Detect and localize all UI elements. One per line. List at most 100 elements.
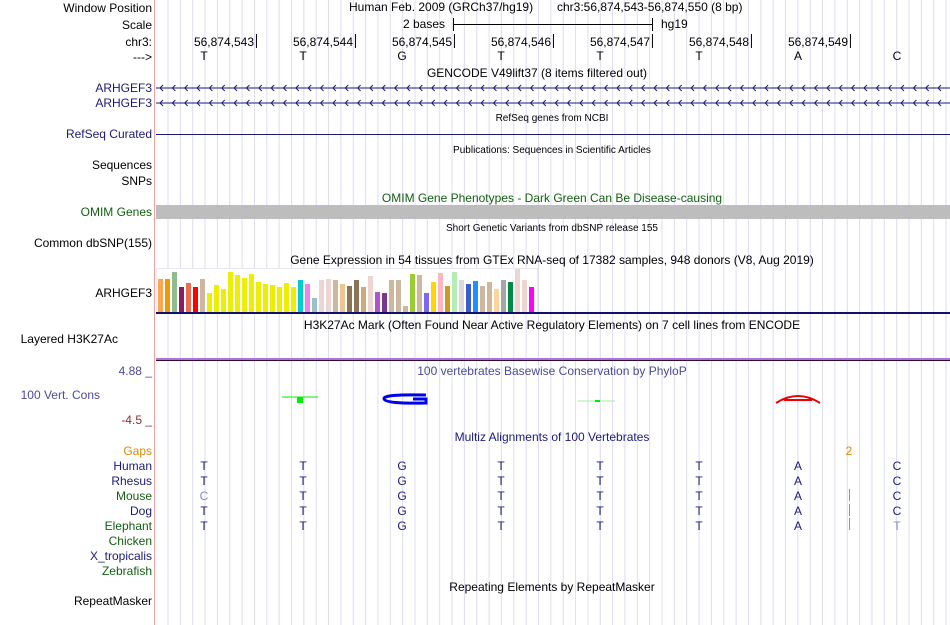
gtex-tissue-bar[interactable]: [284, 283, 290, 313]
omim-label[interactable]: OMIM Genes: [80, 205, 152, 219]
omim-gene-bar[interactable]: [156, 205, 950, 219]
multiz-species-label[interactable]: Human: [113, 459, 152, 473]
gtex-tissue-bar[interactable]: [410, 274, 416, 313]
repeatmasker-label[interactable]: RepeatMasker: [73, 594, 152, 608]
gtex-tissue-bar[interactable]: [529, 287, 535, 313]
strand-chevron-left-icon: [270, 99, 275, 107]
phylop-label[interactable]: 100 Vert. Cons: [20, 388, 100, 402]
gtex-tissue-bar[interactable]: [473, 281, 479, 313]
gtex-tissue-bar[interactable]: [312, 298, 318, 313]
gtex-tissue-bar[interactable]: [375, 292, 381, 313]
strand-chevron-left-icon: [603, 99, 608, 107]
refseq-track-title[interactable]: RefSeq genes from NCBI: [495, 113, 609, 124]
gtex-tissue-bar[interactable]: [396, 280, 402, 313]
gtex-tissue-bar[interactable]: [522, 280, 528, 313]
publications-track-title[interactable]: Publications: Sequences in Scientific Ar…: [453, 145, 651, 156]
strand-chevron-left-icon: [307, 84, 312, 92]
gtex-tissue-bar[interactable]: [480, 286, 486, 313]
gtex-tissue-bar[interactable]: [438, 273, 444, 313]
multiz-species-label[interactable]: Mouse: [115, 489, 152, 503]
gtex-tissue-bar[interactable]: [249, 274, 255, 313]
gtex-tissue-bar[interactable]: [277, 287, 283, 313]
gtex-tissue-bar[interactable]: [256, 282, 262, 313]
publications-label-snps[interactable]: SNPs: [121, 174, 152, 188]
gtex-tissue-bar[interactable]: [298, 280, 304, 313]
gtex-tissue-bar[interactable]: [326, 279, 332, 313]
multiz-species-label[interactable]: X_tropicalis: [89, 549, 152, 563]
gtex-tissue-bar[interactable]: [165, 279, 171, 313]
h3k27ac-label[interactable]: Layered H3K27Ac: [20, 332, 118, 346]
gtex-tissue-bar[interactable]: [361, 287, 367, 313]
gtex-tissue-bar[interactable]: [417, 275, 423, 313]
h3k27ac-track-title[interactable]: H3K27Ac Mark (Often Found Near Active Re…: [303, 318, 801, 332]
gtex-tissue-bar[interactable]: [501, 280, 507, 313]
multiz-aligned-base: T: [200, 519, 208, 533]
repeatmasker-track-title[interactable]: Repeating Elements by RepeatMasker: [449, 580, 655, 594]
gtex-tissue-bar[interactable]: [431, 282, 437, 313]
multiz-species-label[interactable]: Zebrafish: [101, 564, 152, 578]
chrom-label: chr3:: [125, 35, 152, 49]
gtex-tissue-bar[interactable]: [214, 285, 220, 313]
refseq-label[interactable]: RefSeq Curated: [65, 127, 152, 141]
refseq-gene-line[interactable]: [156, 134, 950, 135]
multiz-track-title[interactable]: Multiz Alignments of 100 Vertebrates: [454, 430, 650, 444]
multiz-species-label[interactable]: Elephant: [104, 519, 152, 533]
gtex-tissue-bar[interactable]: [228, 272, 234, 313]
gtex-tissue-bar[interactable]: [270, 285, 276, 313]
gtex-bar-chart[interactable]: [156, 268, 538, 313]
gtex-tissue-bar[interactable]: [291, 287, 297, 313]
gtex-tissue-bar[interactable]: [340, 284, 346, 313]
strand-chevron-left-icon: [591, 99, 596, 107]
gtex-tissue-bar[interactable]: [452, 272, 458, 313]
strand-chevron-left-icon: [579, 84, 584, 92]
gencode-gene-arrow-2[interactable]: [156, 98, 950, 108]
gtex-tissue-bar[interactable]: [319, 280, 325, 313]
gtex-tissue-bar[interactable]: [235, 275, 241, 313]
gencode-track-title[interactable]: GENCODE V49lift37 (8 items filtered out): [426, 66, 648, 80]
gtex-tissue-bar[interactable]: [242, 278, 248, 313]
strand-chevron-left-icon: [677, 99, 683, 107]
gencode-item-label[interactable]: ARHGEF3: [95, 81, 152, 95]
gtex-tissue-bar[interactable]: [172, 272, 178, 313]
gtex-track-title[interactable]: Gene Expression in 54 tissues from GTEx …: [290, 253, 814, 267]
gtex-tissue-bar[interactable]: [466, 284, 472, 313]
publications-label-sequences[interactable]: Sequences: [91, 158, 152, 172]
position-readout[interactable]: chr3:56,874,543-56,874,550 (8 bp): [557, 0, 743, 14]
gtex-tissue-bar[interactable]: [305, 284, 311, 313]
gtex-tissue-bar[interactable]: [403, 306, 409, 313]
gtex-tissue-bar[interactable]: [445, 286, 451, 313]
dbsnp-track-title[interactable]: Short Genetic Variants from dbSNP releas…: [446, 223, 658, 234]
omim-track-title[interactable]: OMIM Gene Phenotypes - Dark Green Can Be…: [381, 191, 723, 205]
gtex-tissue-bar[interactable]: [347, 286, 353, 313]
gtex-tissue-bar[interactable]: [368, 276, 374, 313]
multiz-species-label[interactable]: Rhesus: [111, 474, 152, 488]
gtex-tissue-bar[interactable]: [389, 280, 395, 313]
gtex-tissue-bar[interactable]: [263, 284, 269, 313]
gtex-tissue-bar[interactable]: [333, 280, 339, 313]
gtex-tissue-bar[interactable]: [193, 287, 199, 313]
gtex-tissue-bar[interactable]: [487, 282, 493, 313]
gtex-tissue-bar[interactable]: [508, 282, 514, 313]
gtex-tissue-bar[interactable]: [221, 289, 227, 313]
multiz-gaps-label[interactable]: Gaps: [123, 444, 152, 458]
gtex-tissue-bar[interactable]: [186, 283, 192, 313]
dbsnp-label[interactable]: Common dbSNP(155): [33, 236, 152, 250]
gtex-tissue-bar[interactable]: [200, 279, 206, 313]
gtex-tissue-bar[interactable]: [459, 280, 465, 313]
strand-chevron-left-icon: [393, 84, 399, 92]
phylop-track-title[interactable]: 100 vertebrates Basewise Conservation by…: [417, 364, 687, 378]
gtex-tissue-bar[interactable]: [382, 293, 388, 313]
gtex-tissue-bar[interactable]: [515, 269, 521, 313]
gencode-item-label[interactable]: ARHGEF3: [95, 96, 152, 110]
gtex-tissue-bar[interactable]: [179, 287, 185, 313]
gtex-tissue-bar[interactable]: [494, 289, 500, 313]
multiz-species-label[interactable]: Chicken: [108, 534, 152, 548]
gtex-tissue-bar[interactable]: [207, 293, 213, 313]
strand-chevron-left-icon: [665, 99, 670, 107]
gtex-tissue-bar[interactable]: [354, 280, 360, 313]
gtex-tissue-bar[interactable]: [158, 279, 164, 313]
gtex-label[interactable]: ARHGEF3: [95, 286, 152, 300]
gencode-gene-arrow-1[interactable]: [156, 83, 950, 93]
multiz-species-label[interactable]: Dog: [129, 504, 152, 518]
gtex-tissue-bar[interactable]: [424, 293, 430, 313]
